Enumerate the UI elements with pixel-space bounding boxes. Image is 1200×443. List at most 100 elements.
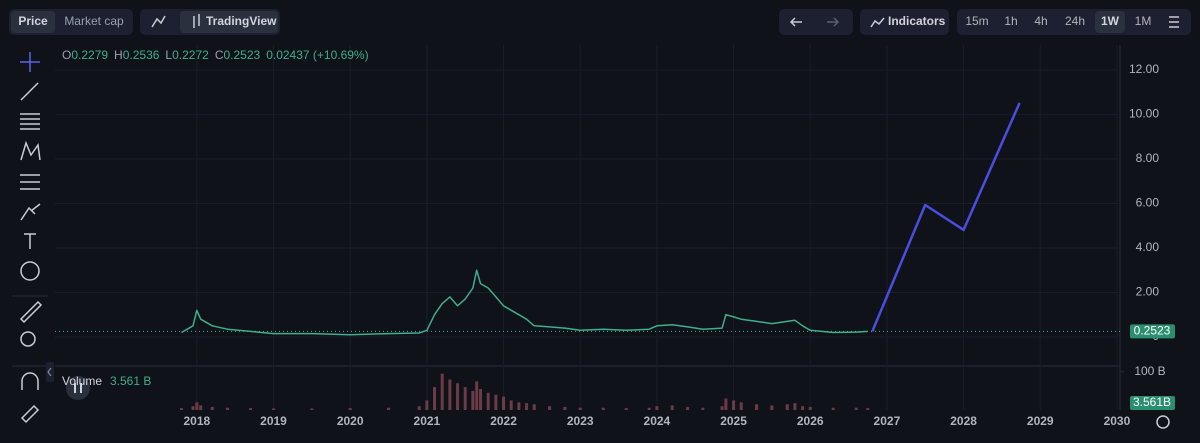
volume-bar (720, 406, 724, 410)
volume-bar (191, 406, 195, 410)
volume-bar (463, 387, 467, 410)
volume-bar (808, 406, 812, 410)
x-tick-label: 2021 (414, 414, 441, 428)
volume-bar (686, 406, 690, 410)
interval-button[interactable]: 4h (1034, 14, 1047, 28)
interval-group (957, 9, 1191, 35)
tab-market-cap[interactable]: Market cap (64, 14, 124, 28)
fib-tool[interactable] (20, 113, 40, 130)
volume-bar (670, 405, 674, 410)
volume-bar (456, 383, 460, 410)
x-tick-label: 2020 (337, 414, 364, 428)
trendline-tool[interactable] (20, 82, 39, 101)
volume-bar (866, 408, 870, 410)
x-tick-label: 2025 (720, 414, 747, 428)
tab-active[interactable] (11, 11, 55, 33)
price-line (181, 269, 868, 336)
crosshair-tool[interactable] (20, 52, 40, 72)
text-tool[interactable] (24, 233, 36, 249)
y-tick-label: 4.00 (1136, 240, 1160, 254)
volume-bar (471, 390, 475, 410)
interval-button[interactable]: 1W (1101, 14, 1120, 28)
interval-button[interactable]: 1M (1135, 14, 1152, 28)
indicators-label[interactable]: Indicators (888, 14, 946, 28)
volume-bar (578, 407, 582, 410)
brush-tool[interactable] (20, 203, 41, 221)
volume-bar (479, 389, 483, 410)
settings-icon[interactable] (1169, 16, 1179, 28)
volume-last-label: 3.561B (1133, 395, 1171, 409)
indicators-icon (870, 17, 885, 28)
volume-bar (440, 373, 444, 410)
change-value: 0.02437 (+10.69%) (266, 48, 368, 62)
x-tick-label: 2028 (950, 414, 977, 428)
y-tick-label: 10.00 (1129, 107, 1159, 121)
volume-bar (601, 407, 605, 410)
emoji-tool[interactable] (20, 261, 40, 281)
y-tick-label: 2.00 (1136, 285, 1160, 299)
volume-bar (249, 408, 253, 410)
interval-button[interactable]: 15m (965, 14, 988, 28)
interval-button[interactable]: 1h (1004, 14, 1017, 28)
ohlc-label: H (114, 48, 123, 62)
volume-bar (517, 402, 521, 410)
y-tick-label: 6.00 (1136, 196, 1160, 210)
volume-bar (770, 405, 774, 410)
volume-bar (647, 407, 651, 410)
volume-bar (348, 408, 352, 410)
pause-button[interactable] (66, 376, 90, 400)
volume-bar (655, 406, 659, 410)
x-tick-label: 2023 (567, 414, 594, 428)
interval-button[interactable]: 24h (1065, 14, 1085, 28)
ohlc-label: O (62, 48, 71, 62)
tradingview-label[interactable]: TradingView (206, 14, 277, 28)
ohlc-label: L (165, 48, 172, 62)
volume-bar (732, 400, 736, 410)
collapse-button[interactable] (46, 362, 54, 382)
volume-label: Volume (62, 374, 102, 388)
collapse-arrow (47, 367, 52, 377)
x-tick-label: 2018 (183, 414, 210, 428)
volume-bar (433, 387, 437, 410)
volume-bar (509, 400, 513, 410)
x-tick-label: 2026 (797, 414, 824, 428)
axis-settings[interactable] (1156, 415, 1170, 429)
x-tick-label: 2024 (644, 414, 671, 428)
volume-bar (180, 408, 184, 410)
x-tick-label: 2030 (1104, 414, 1131, 428)
volume-bar (502, 396, 506, 410)
forward-arrow[interactable] (827, 17, 840, 27)
tab-price[interactable]: Price (18, 14, 48, 28)
lock-tool[interactable] (20, 404, 40, 424)
volume-bar (417, 406, 421, 410)
ruler-tool[interactable] (19, 300, 43, 324)
volume-bar (854, 407, 858, 410)
ohlc-value: 0.2279 (71, 48, 108, 62)
volume-bar (563, 406, 567, 410)
ohlc-label: C (215, 48, 224, 62)
volume-bar (486, 392, 490, 410)
nav-group (779, 9, 853, 35)
zoom-tool[interactable] (20, 331, 36, 347)
pattern-tool[interactable] (20, 140, 41, 161)
volume-bar (226, 407, 230, 410)
volume-bar (801, 406, 805, 410)
volume-bar (755, 404, 759, 410)
ohlc-value: 0.2523 (223, 48, 260, 62)
y-tick-label: 8.00 (1136, 151, 1160, 165)
volume-bar (525, 403, 529, 410)
volume-bar (210, 406, 214, 410)
interval-active[interactable] (1095, 11, 1125, 33)
x-tick-label: 2029 (1027, 414, 1054, 428)
tradingview-button[interactable] (180, 11, 278, 33)
indicators-button[interactable] (860, 9, 949, 35)
volume-bar (199, 405, 203, 410)
back-arrow[interactable] (789, 17, 802, 27)
line-chart-icon[interactable] (151, 15, 166, 28)
candle-icon (193, 14, 200, 28)
volume-bar (532, 404, 536, 410)
projection-tool[interactable] (20, 174, 40, 190)
magnet-tool[interactable] (21, 372, 39, 390)
